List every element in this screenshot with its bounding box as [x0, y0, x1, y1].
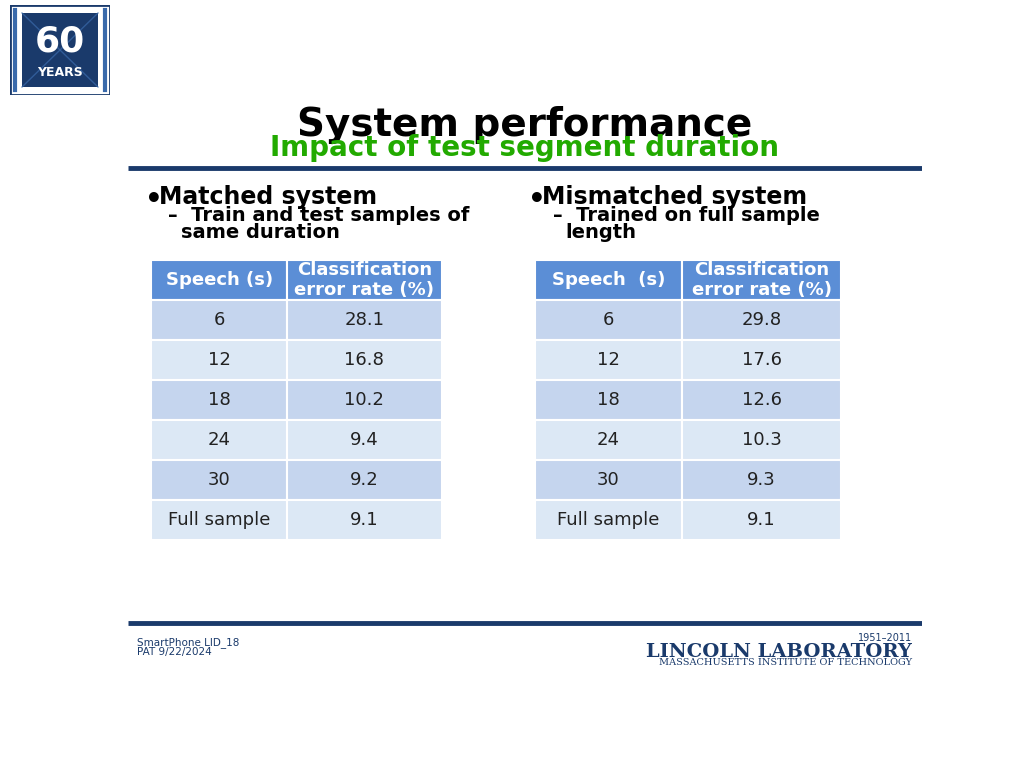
Text: 60: 60	[35, 24, 85, 58]
Text: 10.3: 10.3	[741, 431, 781, 449]
Text: length: length	[565, 223, 636, 242]
Text: Matched system: Matched system	[159, 184, 377, 209]
Bar	[287, 420, 442, 460]
Bar	[682, 500, 841, 541]
Text: 12.6: 12.6	[741, 391, 781, 409]
Text: 9.2: 9.2	[350, 472, 379, 489]
Text: 12: 12	[208, 351, 230, 369]
Text: Full sample: Full sample	[168, 511, 270, 529]
Text: Classification
error rate (%): Classification error rate (%)	[294, 260, 434, 300]
Text: –  Train and test samples of: – Train and test samples of	[168, 206, 470, 225]
Text: 24: 24	[597, 431, 620, 449]
Text: 9.1: 9.1	[350, 511, 379, 529]
Text: 6: 6	[603, 311, 614, 329]
Bar	[682, 460, 841, 500]
Bar	[152, 380, 287, 420]
Text: Impact of test segment duration: Impact of test segment duration	[270, 134, 779, 161]
Bar	[682, 340, 841, 380]
Bar	[152, 500, 287, 541]
Bar	[287, 380, 442, 420]
Text: 9.1: 9.1	[748, 511, 776, 529]
Text: Mismatched system: Mismatched system	[542, 184, 807, 209]
Bar	[535, 300, 682, 340]
Text: 9.3: 9.3	[748, 472, 776, 489]
Text: 18: 18	[208, 391, 230, 409]
Text: LINCOLN LABORATORY: LINCOLN LABORATORY	[646, 644, 912, 661]
Text: 12: 12	[597, 351, 620, 369]
Bar	[22, 13, 98, 87]
Text: 16.8: 16.8	[344, 351, 384, 369]
Bar	[152, 300, 287, 340]
Bar	[287, 300, 442, 340]
Bar	[682, 300, 841, 340]
Text: PAT 9/22/2024: PAT 9/22/2024	[137, 647, 212, 657]
Bar	[152, 460, 287, 500]
Text: SmartPhone LID_18: SmartPhone LID_18	[137, 637, 240, 648]
Text: 30: 30	[597, 472, 620, 489]
Text: 17.6: 17.6	[741, 351, 781, 369]
Text: Classification
error rate (%): Classification error rate (%)	[691, 260, 831, 300]
Text: Speech  (s): Speech (s)	[552, 271, 666, 289]
Bar	[535, 340, 682, 380]
Bar	[152, 340, 287, 380]
Text: Speech (s): Speech (s)	[166, 271, 272, 289]
Bar	[682, 420, 841, 460]
Text: 28.1: 28.1	[344, 311, 384, 329]
Text: –  Trained on full sample: – Trained on full sample	[553, 206, 819, 225]
Bar	[682, 380, 841, 420]
Bar	[287, 460, 442, 500]
Text: same duration: same duration	[180, 223, 340, 242]
Text: 29.8: 29.8	[741, 311, 781, 329]
Text: YEARS: YEARS	[37, 67, 83, 80]
Text: Full sample: Full sample	[557, 511, 659, 529]
Bar	[152, 420, 287, 460]
Text: 9.4: 9.4	[350, 431, 379, 449]
Bar	[535, 460, 682, 500]
Bar	[535, 420, 682, 460]
Text: 18: 18	[597, 391, 620, 409]
Text: System performance: System performance	[297, 105, 753, 144]
Text: 1951–2011: 1951–2011	[858, 634, 912, 644]
Text: 6: 6	[213, 311, 224, 329]
Bar	[535, 260, 682, 300]
Bar	[535, 380, 682, 420]
Text: •: •	[528, 186, 546, 214]
Bar	[535, 500, 682, 541]
Text: •: •	[145, 186, 163, 214]
Bar	[287, 340, 442, 380]
Bar	[152, 260, 287, 300]
Text: 24: 24	[208, 431, 230, 449]
Text: 30: 30	[208, 472, 230, 489]
Bar	[287, 500, 442, 541]
Bar	[682, 260, 841, 300]
Text: MASSACHUSETTS INSTITUTE OF TECHNOLOGY: MASSACHUSETTS INSTITUTE OF TECHNOLOGY	[659, 658, 912, 667]
Bar	[287, 260, 442, 300]
Text: 10.2: 10.2	[344, 391, 384, 409]
